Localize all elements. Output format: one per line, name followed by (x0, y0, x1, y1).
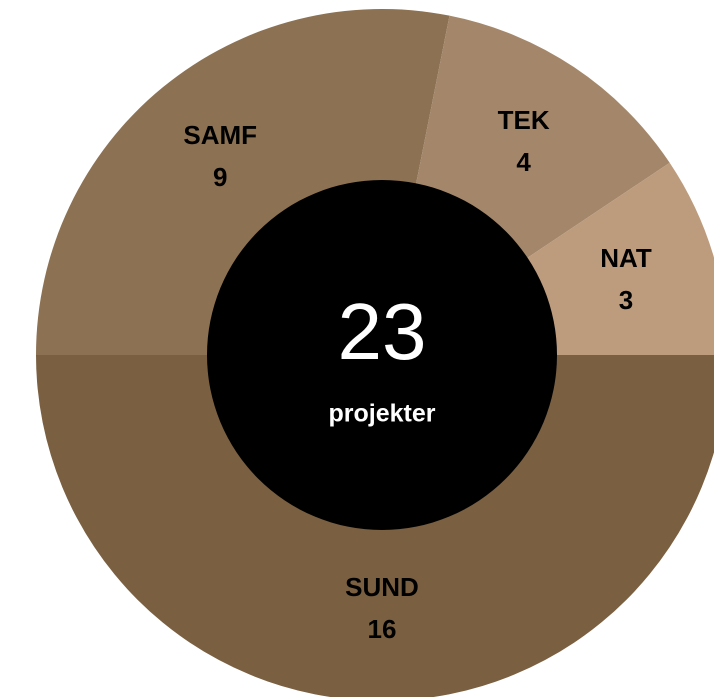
segment-value: 9 (213, 162, 227, 192)
segment-value: 4 (516, 147, 531, 177)
segment-value: 16 (368, 614, 397, 644)
segment-name: NAT (600, 243, 652, 273)
center-label: projekter (329, 400, 436, 428)
segment-name: TEK (498, 105, 550, 135)
donut-hole (207, 180, 557, 530)
center-value: 23 (338, 287, 427, 376)
segment-value: 3 (619, 285, 633, 315)
segment-name: SUND (345, 572, 419, 602)
segment-name: SAMF (183, 120, 257, 150)
